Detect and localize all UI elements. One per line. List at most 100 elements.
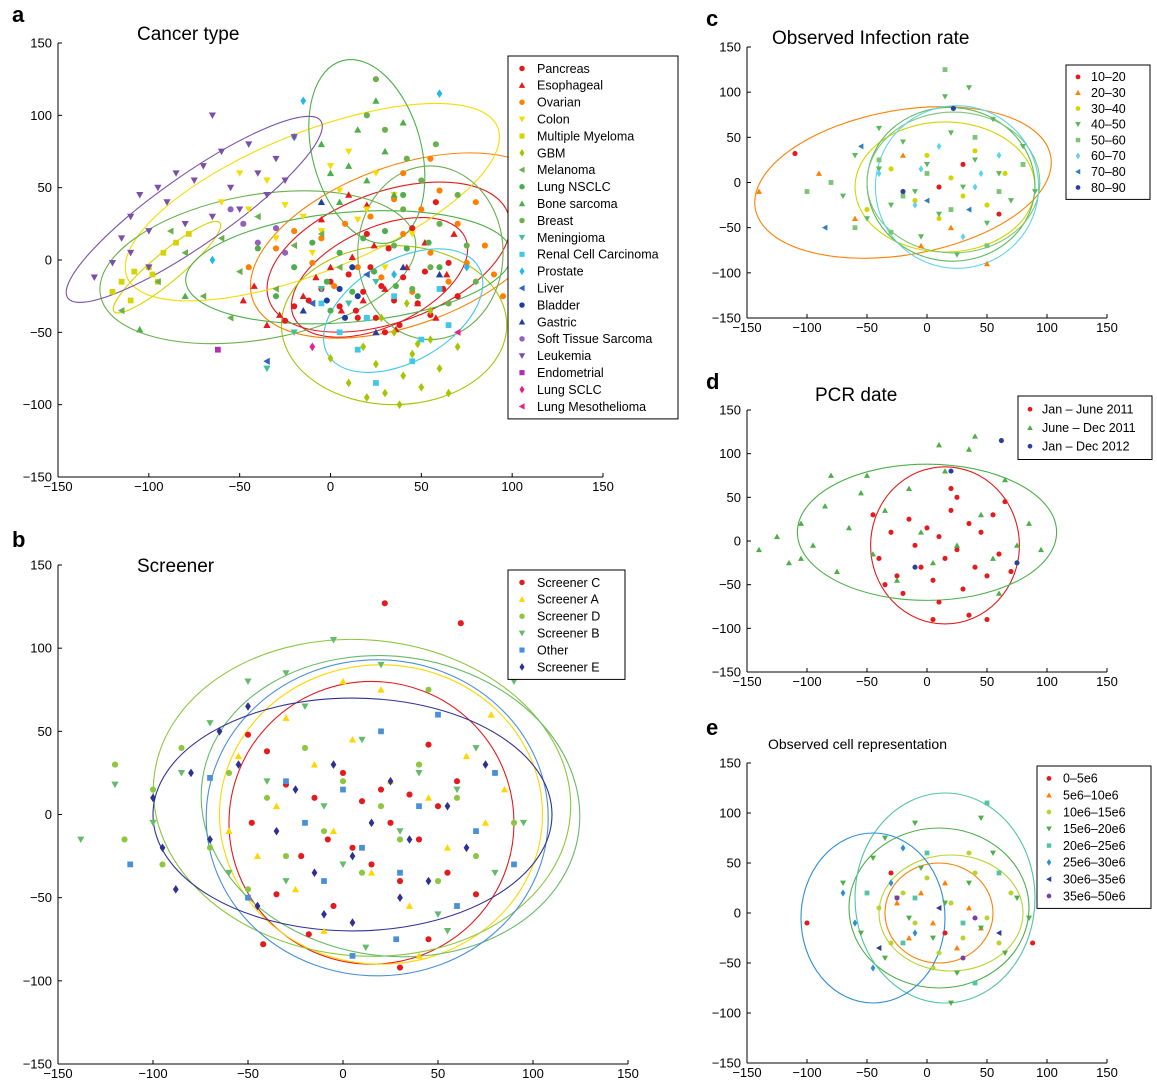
y-tick-label: 50 (727, 130, 741, 145)
legend-label: Bladder (537, 298, 580, 312)
data-point (930, 577, 936, 583)
series-ellipse (848, 827, 1030, 989)
legend-label: 80–90 (1091, 181, 1126, 195)
data-point (966, 612, 972, 618)
data-point (436, 89, 443, 98)
data-point (894, 895, 900, 901)
data-point (840, 880, 846, 886)
y-tick-label: −50 (719, 956, 741, 971)
data-point (960, 920, 966, 926)
series-points (864, 148, 1008, 222)
legend: Jan – June 2011 June – Dec 2011 Jan – Dec … (1017, 395, 1153, 460)
x-tick-label: −50 (856, 674, 878, 689)
x-tick-label: −50 (856, 320, 878, 335)
data-point (331, 282, 338, 290)
legend-marker (1046, 826, 1052, 832)
data-point (473, 828, 479, 835)
data-point (320, 803, 328, 810)
data-point (199, 292, 207, 300)
legend-label: Leukemia (537, 349, 591, 363)
data-point (354, 293, 361, 300)
data-point (984, 617, 990, 623)
data-point (1008, 569, 1014, 575)
x-tick-label: −150 (732, 1065, 761, 1080)
y-tick-label: 100 (30, 641, 52, 656)
data-point (291, 303, 298, 310)
data-point (245, 702, 251, 711)
legend-marker (519, 663, 525, 671)
data-point (136, 325, 144, 333)
data-point (972, 433, 978, 439)
data-point (966, 85, 972, 91)
series-ellipse (200, 655, 581, 958)
data-point (936, 184, 942, 190)
series-ellipse (112, 220, 222, 314)
y-tick-label: 50 (727, 856, 741, 871)
data-point (1014, 560, 1020, 566)
data-point (888, 166, 894, 172)
data-point (323, 278, 330, 285)
legend-box (1065, 64, 1151, 200)
data-point (888, 529, 894, 535)
data-point (400, 170, 407, 177)
data-point (1002, 499, 1008, 505)
data-point (888, 229, 894, 235)
series-points (127, 711, 517, 959)
data-point (972, 148, 978, 154)
legend-label: 50–60 (1091, 133, 1126, 147)
data-point (363, 393, 370, 402)
panel-d-letter: d (706, 369, 720, 394)
data-point (948, 486, 954, 492)
data-point (1026, 520, 1032, 526)
legend-marker (1046, 792, 1052, 798)
data-point (948, 175, 954, 181)
legend-marker (1075, 152, 1081, 160)
legend-label: Jan – Dec 2012 (1042, 440, 1130, 454)
legend-label: Melanoma (537, 163, 595, 177)
data-point (329, 827, 338, 835)
data-point (378, 282, 385, 290)
legend-label: Liver (537, 281, 564, 295)
data-point (490, 271, 498, 278)
legend-label: Endometrial (537, 366, 604, 380)
data-point (167, 227, 174, 235)
data-point (444, 801, 451, 811)
data-point (445, 388, 452, 398)
legend-label: Screener D (537, 610, 600, 624)
data-point (254, 239, 261, 246)
series-points (263, 270, 370, 365)
data-point (912, 189, 918, 195)
data-point (272, 245, 280, 252)
data-point (373, 380, 379, 386)
data-point (154, 278, 161, 286)
data-point (354, 126, 362, 133)
data-point (870, 964, 876, 972)
data-point (349, 953, 356, 959)
legend-marker (519, 647, 525, 653)
legend-label: June – Dec 2011 (1042, 421, 1136, 435)
data-point (942, 900, 948, 906)
data-point (960, 233, 966, 241)
data-point (864, 472, 870, 478)
data-point (217, 148, 226, 156)
data-point (900, 188, 906, 195)
x-tick-label: 0 (327, 479, 334, 494)
data-point (263, 177, 271, 185)
data-point (254, 213, 261, 221)
data-point (127, 249, 135, 257)
data-point (154, 184, 162, 192)
data-point (810, 542, 816, 548)
data-point (282, 670, 290, 677)
data-point (840, 889, 846, 897)
data-point (236, 206, 244, 213)
chart-title: Observed cell representation (768, 736, 947, 752)
data-point (381, 329, 389, 336)
data-point (326, 163, 335, 170)
data-point (492, 770, 498, 776)
data-point (405, 902, 414, 909)
data-point (425, 876, 432, 886)
data-point (377, 803, 385, 810)
data-point (349, 288, 356, 295)
data-point (208, 213, 217, 221)
legend-marker (519, 149, 525, 157)
